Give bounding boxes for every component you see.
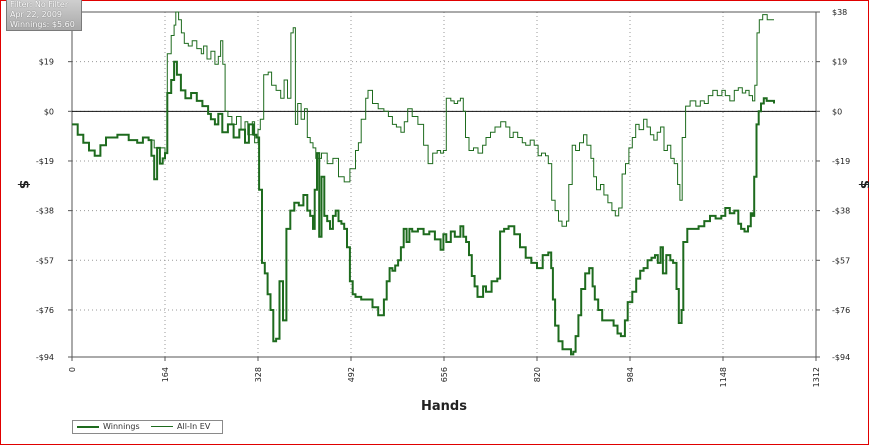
y-tick-label-left: $0 <box>44 107 54 116</box>
y-axis-left: $38$19$0-$19-$38-$57-$76-$94 <box>36 8 72 362</box>
y-axis-right: $38 $19 $0 -$19 -$38 -$57 -$76 -$94 <box>816 8 850 362</box>
x-tick-label: 984 <box>626 367 635 382</box>
y-tick-label-right: -$76 <box>832 306 850 315</box>
y-tick-label-left: -$76 <box>36 306 54 315</box>
legend-item-all-in-ev: All-In EV <box>151 421 210 433</box>
legend: Winnings All-In EV <box>72 420 223 434</box>
x-tick-label: 1312 <box>812 367 821 387</box>
x-axis-title: Hands <box>421 399 467 414</box>
y-tick-label-right: $0 <box>832 107 842 116</box>
y-tick-label-left: -$57 <box>36 256 54 265</box>
x-tick-label: 1148 <box>719 367 728 387</box>
x-tick-label: 0 <box>68 367 77 372</box>
x-tick-label: 492 <box>347 367 356 382</box>
y-tick-label-right: -$19 <box>832 157 850 166</box>
series-line-winnings <box>72 60 775 356</box>
winnings-text: Winnings: $5.60 <box>10 20 75 29</box>
legend-swatch-all-in-ev <box>151 426 173 427</box>
x-tick-label: 656 <box>440 367 449 382</box>
legend-swatch-winnings <box>77 425 99 428</box>
y-tick-label-right: -$38 <box>832 207 850 216</box>
y-tick-label-left: -$19 <box>36 157 54 166</box>
y-tick-label-right: -$94 <box>832 353 850 362</box>
x-axis: 0 164 328 492 656 820 984 1148 1312 <box>68 357 821 387</box>
y-axis-title-right: $ <box>857 180 869 189</box>
y-tick-label-right: -$57 <box>832 256 850 265</box>
legend-item-winnings: Winnings <box>77 421 140 433</box>
y-tick-label-left: -$38 <box>36 207 54 216</box>
series-line-all-in-ev <box>72 11 774 227</box>
x-tick-label: 328 <box>254 367 263 382</box>
date-text: Apr 22, 2009 <box>10 10 63 19</box>
series-layer <box>72 11 775 356</box>
y-tick-label-right: $38 <box>832 8 847 17</box>
y-axis-title-left: $ <box>16 180 31 189</box>
x-tick-label: 164 <box>161 367 170 382</box>
y-tick-label-left: $19 <box>39 58 54 67</box>
y-tick-label-right: $19 <box>832 58 847 67</box>
y-tick-label-left: -$94 <box>36 353 54 362</box>
x-tick-label: 820 <box>533 367 542 382</box>
legend-label-winnings: Winnings <box>103 422 140 431</box>
filter-info-box: Filter: No Filter Apr 22, 2009 Winnings:… <box>6 0 82 31</box>
legend-label-all-in-ev: All-In EV <box>177 422 211 431</box>
filter-text: Filter: No Filter <box>10 0 69 9</box>
